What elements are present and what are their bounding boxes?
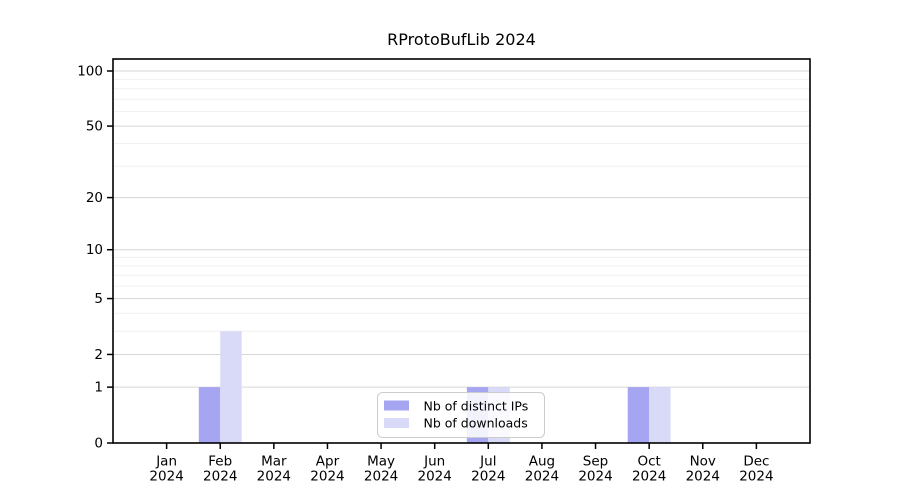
- x-tick-label-month-feb-2024: Feb: [208, 454, 232, 470]
- x-tick-label-month-mar-2024: Mar: [261, 454, 287, 470]
- legend-swatch-downloads-icon: [384, 418, 409, 428]
- x-tick-label-month-jan-2024: Jan: [155, 454, 177, 470]
- x-tick-label-year-apr-2024: 2024: [310, 469, 344, 485]
- x-tick-label-month-dec-2024: Dec: [743, 454, 769, 470]
- chart-title: RProtoBufLib 2024: [387, 30, 536, 49]
- x-tick-label-month-oct-2024: Oct: [637, 454, 660, 470]
- gridlines-major: [113, 70, 810, 388]
- plot-border: [112, 58, 811, 444]
- x-tick-label-month-apr-2024: Apr: [316, 454, 340, 470]
- x-tick-label-month-jul-2024: Jul: [479, 454, 496, 470]
- x-tick-label-month-may-2024: May: [367, 454, 395, 470]
- gridlines-minor: [113, 78, 810, 332]
- bar-nb-of-distinct-ips-oct-2024: [627, 387, 650, 443]
- y-tick-label-5: 5: [94, 291, 103, 307]
- y-tick-label-0: 0: [94, 436, 103, 452]
- y-tick-label-100: 100: [77, 64, 103, 80]
- x-tick-label-year-aug-2024: 2024: [525, 469, 559, 485]
- x-tick-label-year-jul-2024: 2024: [471, 469, 505, 485]
- y-tick-label-2: 2: [94, 347, 103, 363]
- bar-nb-of-downloads-oct-2024: [649, 387, 671, 443]
- legend-box: [377, 392, 545, 438]
- y-tick-label-10: 10: [86, 242, 103, 258]
- bar-nb-of-distinct-ips-feb-2024: [198, 387, 221, 443]
- x-tick-label-year-nov-2024: 2024: [686, 469, 720, 485]
- x-tick-label-year-dec-2024: 2024: [739, 469, 773, 485]
- axis-ticks-and-labels: 0125102050100Jan2024Feb2024Mar2024Apr202…: [77, 64, 773, 485]
- x-tick-label-year-sep-2024: 2024: [578, 469, 612, 485]
- x-tick-label-month-nov-2024: Nov: [690, 454, 716, 470]
- x-tick-label-year-mar-2024: 2024: [257, 469, 291, 485]
- x-tick-label-year-may-2024: 2024: [364, 469, 398, 485]
- x-tick-label-month-sep-2024: Sep: [583, 454, 608, 470]
- y-tick-label-1: 1: [94, 380, 103, 396]
- x-tick-label-month-jun-2024: Jun: [423, 454, 445, 470]
- legend-swatch-distinct-ips-icon: [384, 400, 409, 411]
- x-tick-label-year-jun-2024: 2024: [418, 469, 452, 485]
- bar-nb-of-downloads-feb-2024: [220, 331, 242, 443]
- x-tick-label-year-feb-2024: 2024: [203, 469, 237, 485]
- y-tick-label-50: 50: [86, 119, 103, 135]
- plot-frame: [112, 58, 811, 444]
- x-tick-label-year-jan-2024: 2024: [149, 469, 183, 485]
- legend-label-downloads: Nb of downloads: [424, 416, 528, 431]
- x-tick-label-year-oct-2024: 2024: [632, 469, 666, 485]
- y-tick-label-20: 20: [86, 190, 103, 206]
- x-tick-label-month-aug-2024: Aug: [529, 454, 555, 470]
- legend-label-distinct-ips: Nb of distinct IPs: [424, 399, 529, 414]
- legend: Nb of distinct IPs Nb of downloads: [377, 392, 545, 438]
